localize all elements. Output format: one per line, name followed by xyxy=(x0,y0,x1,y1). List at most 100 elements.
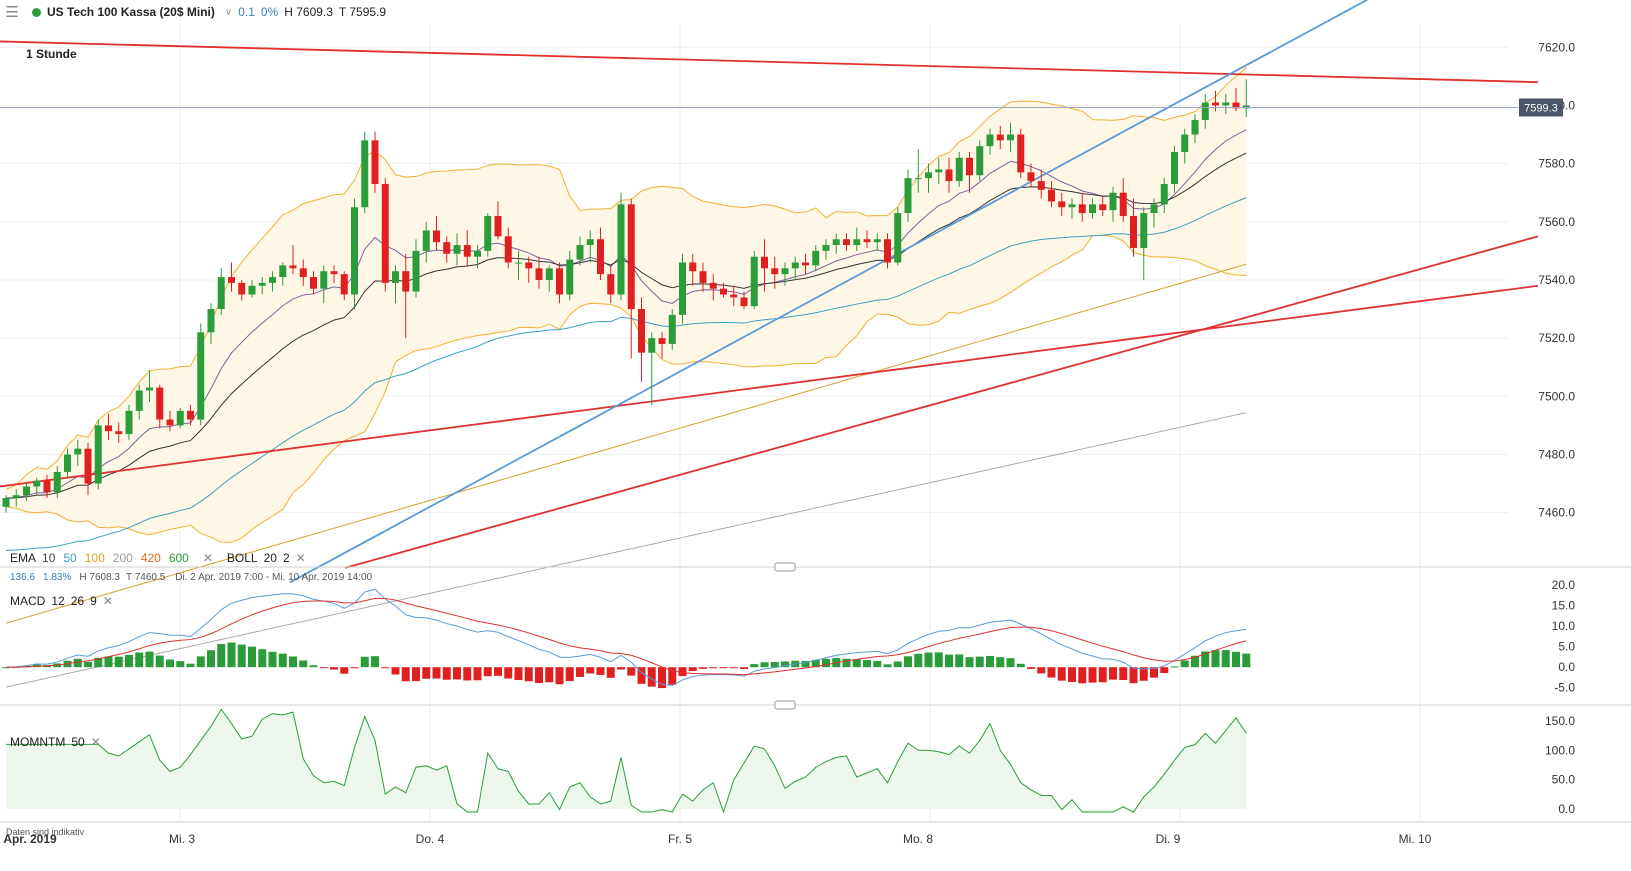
candle-body xyxy=(853,239,861,246)
ema-10-line xyxy=(5,129,1247,499)
mom-y-tick: 100.0 xyxy=(1545,743,1575,757)
macd-histogram-bar xyxy=(196,656,205,668)
candle-body xyxy=(525,262,533,269)
x-tick-label: Mi. 3 xyxy=(169,832,195,846)
candle-body xyxy=(340,274,348,295)
macd-histogram-bar xyxy=(248,646,256,668)
macd-histogram-bar xyxy=(186,663,195,668)
candle-body xyxy=(607,274,615,295)
macd-histogram-bar xyxy=(1139,667,1148,681)
macd-histogram-bar xyxy=(1119,667,1128,681)
macd-histogram-bar xyxy=(278,653,287,668)
y-tick-label: 7580.0 xyxy=(1538,157,1575,171)
candle-body xyxy=(1232,102,1240,109)
candle-body xyxy=(730,294,738,298)
macd-histogram-bar xyxy=(586,667,595,674)
candle-body xyxy=(53,471,61,493)
info-period: Di. 2 Apr. 2019 7:00 - Mi. 10 Apr. 2019 … xyxy=(175,572,373,583)
macd-histogram-bar xyxy=(299,660,308,668)
candle-body xyxy=(197,332,205,420)
candle-body xyxy=(935,169,943,173)
x-tick-label: Di. 9 xyxy=(1156,832,1181,846)
macd-histogram-bar xyxy=(627,667,636,676)
macd-histogram-bar xyxy=(576,667,584,677)
candle-body xyxy=(515,262,522,264)
ema-period: 600 xyxy=(168,551,189,565)
macd-histogram-bar xyxy=(811,659,820,668)
candle-body xyxy=(351,207,358,295)
candle-body xyxy=(412,250,420,292)
chevron-down-icon[interactable]: ∨ xyxy=(224,6,233,18)
candle-body xyxy=(1058,201,1066,208)
macd-histogram-bar xyxy=(1098,667,1107,683)
mom-legend: MOMNTM 50 ✕ xyxy=(10,735,107,749)
macd-histogram-bar xyxy=(996,657,1005,668)
macd-histogram-bar xyxy=(1242,653,1251,668)
mom-y-tick: 0.0 xyxy=(1558,802,1575,816)
candle-body xyxy=(720,288,727,295)
info-high: H 7608.3 xyxy=(79,572,120,583)
candle-body xyxy=(617,204,625,295)
macd-histogram-bar xyxy=(207,650,215,668)
macd-histogram-bar xyxy=(432,667,441,679)
candle-body xyxy=(269,277,276,283)
macd-histogram-bar xyxy=(699,667,707,669)
timeframe-label[interactable]: 1 Stunde xyxy=(26,47,77,61)
candle-body xyxy=(1007,134,1014,141)
resize-handle-icon xyxy=(774,562,796,572)
macd-histogram-bar xyxy=(893,661,902,668)
macd-histogram-bar xyxy=(453,667,461,680)
candle-body xyxy=(791,262,799,269)
macd-histogram-bar xyxy=(237,644,246,668)
ema-period: 50 xyxy=(63,551,77,565)
macd-y-tick: 5.0 xyxy=(1558,640,1575,654)
x-tick-label: Mi. 10 xyxy=(1399,832,1432,846)
macd-histogram-bar xyxy=(1129,667,1138,684)
macd-y-tick: -5.0 xyxy=(1554,681,1575,695)
candle-body xyxy=(330,271,338,275)
candle-body xyxy=(238,282,246,295)
candle-body xyxy=(453,245,461,254)
candle-body xyxy=(545,268,553,280)
y-tick-label: 7460.0 xyxy=(1538,506,1575,520)
macd-histogram-bar xyxy=(596,667,605,675)
macd-histogram-bar xyxy=(750,664,759,668)
ema-label[interactable]: EMA xyxy=(10,551,37,565)
macd-histogram-bar xyxy=(135,652,144,668)
candle-body xyxy=(966,157,973,176)
mom-label[interactable]: MOMNTM xyxy=(10,735,66,749)
macd-histogram-bar xyxy=(84,661,92,668)
macd-histogram-bar xyxy=(1057,667,1066,681)
close-icon[interactable]: ✕ xyxy=(295,551,306,565)
chart-header: ☰ US Tech 100 Kassa (20$ Mini) ∨ 0.1 0% … xyxy=(0,0,1631,24)
menu-icon[interactable]: ☰ xyxy=(5,4,19,21)
candle-body xyxy=(689,262,697,272)
macd-y-tick: 10.0 xyxy=(1552,619,1576,633)
close-icon[interactable]: ✕ xyxy=(102,594,113,608)
macd-histogram-bar xyxy=(555,667,564,685)
candle-body xyxy=(381,183,389,283)
trendline-resistance xyxy=(0,40,1539,84)
macd-histogram-bar xyxy=(227,642,236,668)
candle-body xyxy=(1181,134,1189,152)
candle-body xyxy=(12,495,20,499)
candle-body xyxy=(443,242,451,254)
macd-signal: 9 xyxy=(90,594,97,608)
candle-body xyxy=(217,277,225,310)
close-icon[interactable]: ✕ xyxy=(202,551,213,565)
candle-body xyxy=(84,448,92,484)
macd-legend: MACD 12 26 9 ✕ xyxy=(10,594,119,608)
macd-histogram-bar xyxy=(545,667,554,683)
macd-histogram-bar xyxy=(114,656,123,668)
ema-period: 10 xyxy=(42,551,56,565)
macd-label[interactable]: MACD xyxy=(10,594,46,608)
close-icon[interactable]: ✕ xyxy=(90,735,101,749)
last-price-box xyxy=(1519,98,1563,117)
macd-histogram-bar xyxy=(617,667,625,670)
candle-body xyxy=(750,256,758,307)
market-open-icon xyxy=(32,7,41,17)
candle-body xyxy=(299,268,307,278)
candle-body xyxy=(986,134,994,147)
boll-label[interactable]: BOLL xyxy=(226,551,258,565)
